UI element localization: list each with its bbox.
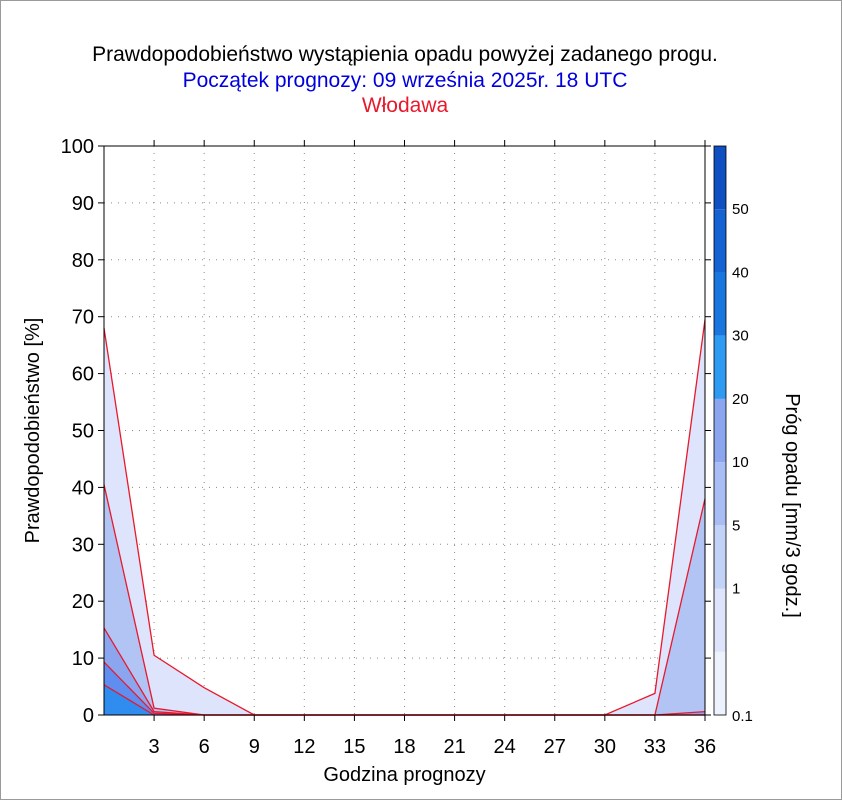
colorbar-bin	[714, 525, 726, 589]
colorbar-tick-label: 40	[732, 264, 749, 281]
chart-title: Prawdopodobieństwo wystąpienia opadu pow…	[92, 43, 718, 66]
x-tick-label: 30	[594, 736, 616, 758]
colorbar-bin	[714, 146, 726, 210]
y-tick-label: 80	[72, 250, 94, 272]
colorbar-bin	[714, 588, 726, 652]
x-tick-label: 18	[393, 736, 415, 758]
colorbar-tick-label: 0.1	[732, 708, 753, 725]
x-tick-label: 12	[293, 736, 315, 758]
x-tick-label: 27	[544, 736, 566, 758]
x-tick-label: 33	[644, 736, 666, 758]
x-tick-label: 36	[694, 736, 716, 758]
colorbar-bin	[714, 462, 726, 526]
colorbar-tick-label: 20	[732, 391, 749, 408]
colorbar-tick-label: 50	[732, 201, 749, 218]
location-name: Włodawa	[361, 94, 449, 117]
y-axis-label: Prawdopodobieństwo [%]	[22, 318, 44, 544]
y-tick-label: 70	[72, 307, 94, 329]
y-tick-label: 20	[72, 591, 94, 613]
area-threshold-0_1	[104, 319, 705, 715]
x-tick-label: 24	[494, 736, 516, 758]
colorbar-tick-label: 10	[732, 454, 749, 471]
colorbar-bin	[714, 335, 726, 399]
y-tick-label: 30	[72, 534, 94, 556]
y-tick-label: 60	[72, 364, 94, 386]
colorbar-bin	[714, 651, 726, 715]
y-tick-label: 100	[61, 136, 94, 158]
x-axis-label: Godzina prognozy	[323, 764, 485, 786]
x-tick-label: 3	[149, 736, 160, 758]
y-tick-label: 10	[72, 648, 94, 670]
colorbar-tick-label: 30	[732, 328, 749, 345]
x-tick-label: 6	[199, 736, 210, 758]
colorbar-bin	[714, 398, 726, 463]
y-tick-label: 90	[72, 193, 94, 215]
x-tick-label: 15	[343, 736, 365, 758]
colorbar-tick-label: 1	[732, 581, 740, 598]
colorbar-bin	[714, 209, 726, 273]
colorbar-label: Próg opadu [mm/3 godz.]	[781, 393, 803, 618]
y-tick-label: 50	[72, 421, 94, 443]
forecast-start-subtitle: Początek prognozy: 09 września 2025r. 18…	[182, 69, 628, 92]
y-tick-label: 40	[72, 477, 94, 499]
plot-area	[104, 146, 705, 715]
colorbar-border	[713, 145, 727, 716]
colorbar-tick-label: 5	[732, 517, 740, 534]
x-tick-label: 21	[443, 736, 465, 758]
y-tick-label: 0	[83, 705, 94, 727]
x-tick-label: 9	[249, 736, 260, 758]
colorbar-bin	[714, 272, 726, 336]
